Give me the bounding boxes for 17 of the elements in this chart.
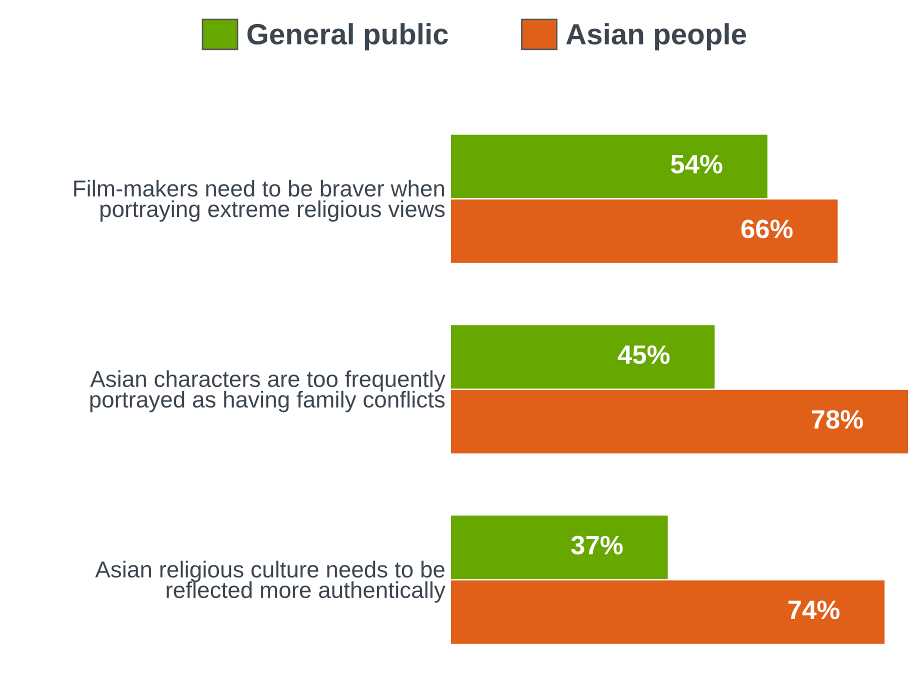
y-tick-label: Asian religious culture needs to be reflected more authentically [95,560,446,603]
bar [451,325,715,389]
legend-label: General public [247,23,448,50]
data-label: 78% [812,410,863,429]
bar [451,580,885,644]
y-tick-label: Film-makers need to be braver when portraying extreme religious views [74,180,445,222]
legend-label: Asian people [566,23,746,50]
bar [451,516,668,580]
data-label: 45% [618,345,670,364]
data-label: 74% [788,600,840,620]
data-label: 54% [670,154,722,174]
data-label: 37% [571,536,623,554]
y-tick-label: Asian characters are too frequently portrayed as having family conflicts [90,370,446,412]
data-label: 66% [741,220,793,238]
bar [451,390,908,454]
bar [451,199,838,263]
bar [451,134,768,198]
